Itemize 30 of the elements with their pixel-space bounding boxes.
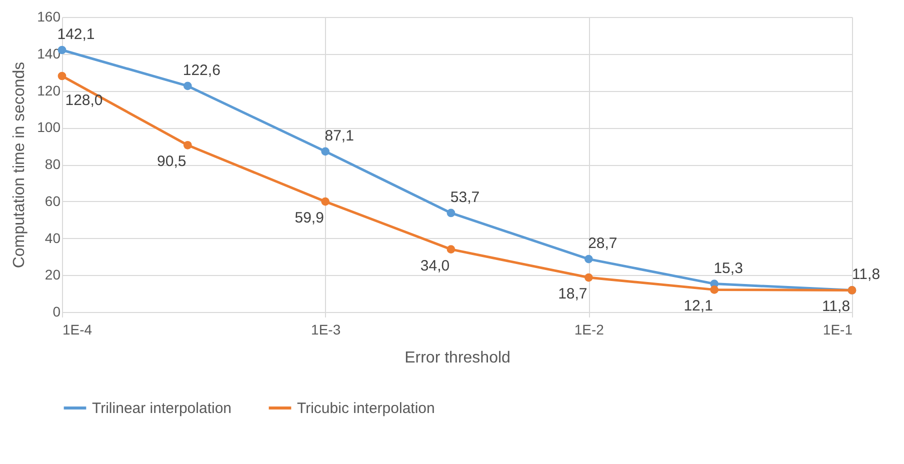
- data-label: 142,1: [57, 26, 95, 44]
- x-tick-label: 1E-3: [311, 322, 341, 338]
- data-label: 59,9: [294, 210, 324, 227]
- data-label: 53,7: [450, 188, 480, 206]
- legend-label: Tricubic interpolation: [297, 400, 435, 417]
- x-tick-label: 1E-4: [62, 322, 92, 338]
- data-label: 11,8: [822, 298, 850, 316]
- y-tick-label: 160: [37, 8, 61, 24]
- data-label: 34,0: [420, 257, 450, 274]
- data-label: 87,1: [324, 127, 354, 144]
- data-label: 15,3: [714, 260, 743, 277]
- data-label: 12,1: [684, 298, 713, 315]
- x-tick-label: 1E-2: [574, 322, 604, 338]
- y-tick-label: 120: [37, 82, 61, 98]
- data-label: 18,7: [558, 286, 588, 303]
- y-axis-title: Computation time in seconds: [11, 62, 28, 268]
- data-label: 122,6: [182, 62, 220, 79]
- y-tick-label: 0: [52, 304, 61, 320]
- data-label: 28,7: [588, 235, 618, 252]
- x-tick-label: 1E-1: [822, 322, 853, 338]
- data-label: 90,5: [157, 153, 186, 170]
- data-label: 11,8: [852, 266, 880, 284]
- y-tick-label: 20: [44, 266, 61, 283]
- y-tick-label: 80: [44, 156, 61, 172]
- y-tick-label: 100: [37, 119, 61, 136]
- legend-label: Trilinear interpolation: [92, 400, 232, 417]
- data-label: 128,0: [65, 92, 103, 109]
- y-tick-label: 60: [44, 192, 61, 209]
- x-axis-title: Error threshold: [404, 350, 510, 366]
- y-tick-label: 40: [44, 230, 61, 246]
